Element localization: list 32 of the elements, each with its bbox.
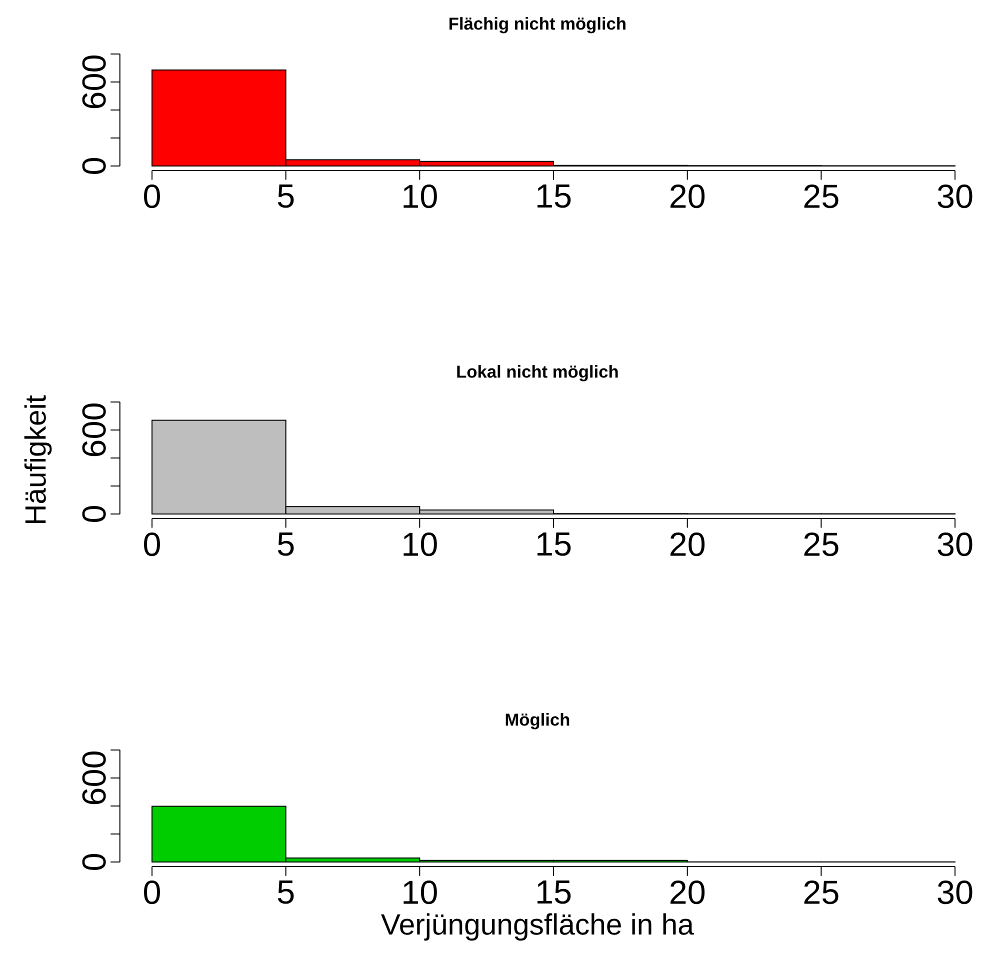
x-tick-label: 5	[278, 880, 294, 904]
x-tick-label: 5	[278, 532, 294, 556]
x-tick-label: 25	[804, 532, 838, 556]
y-tick-label: 600	[82, 752, 106, 804]
x-tick-label: 0	[144, 532, 160, 556]
x-tick-label: 20	[670, 184, 705, 208]
x-tick-label: 10	[404, 532, 437, 556]
x-tick-label: 10	[404, 184, 437, 208]
chart-title: Lokal nicht möglich	[457, 365, 618, 382]
y-tick-label: 0	[82, 854, 106, 870]
y-tick-label: 0	[82, 506, 106, 522]
x-tick-label: 30	[938, 880, 972, 904]
y-axis-title: Häufigkeit	[24, 395, 52, 524]
x-tick-label: 15	[538, 532, 571, 556]
x-tick-label: 0	[144, 184, 160, 208]
x-tick-label: 15	[538, 880, 571, 904]
x-tick-label: 30	[938, 184, 972, 208]
y-tick-label: 600	[82, 56, 106, 108]
x-tick-label: 20	[670, 880, 705, 904]
y-tick-label: 600	[82, 404, 106, 456]
x-tick-label: 20	[670, 532, 705, 556]
x-axis-title: Verjüngungsfläche in ha	[381, 913, 694, 941]
x-tick-label: 5	[278, 184, 294, 208]
x-tick-label: 25	[804, 184, 838, 208]
x-tick-label: 0	[144, 880, 160, 904]
x-tick-label: 30	[938, 532, 972, 556]
chart-title: Möglich	[506, 713, 570, 730]
chart-title: Flächig nicht möglich	[450, 17, 626, 34]
x-tick-label: 10	[404, 880, 437, 904]
x-tick-label: 15	[538, 184, 571, 208]
x-tick-label: 25	[804, 880, 838, 904]
y-tick-label: 0	[82, 158, 106, 174]
